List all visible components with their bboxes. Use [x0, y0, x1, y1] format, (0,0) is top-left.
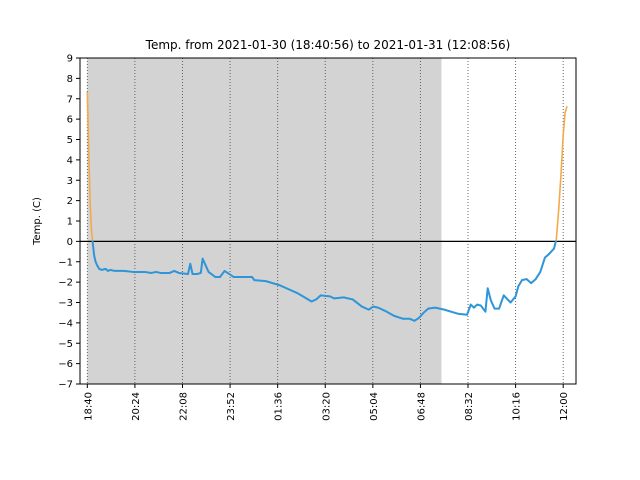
x-tick-label-1: 20:24: [131, 392, 142, 421]
series-line-below-zero: [91, 240, 557, 322]
y-tick-label-8: 1: [67, 217, 73, 228]
y-tick-label-12: 5: [67, 135, 73, 146]
x-tick-label-7: 06:48: [416, 392, 427, 421]
y-tick-label-2: −5: [58, 339, 73, 350]
x-tick-label-6: 05:04: [369, 392, 380, 421]
x-tick-label-2: 22:08: [178, 392, 189, 421]
y-tick-label-16: 9: [67, 54, 73, 65]
x-tick-label-9: 10:16: [512, 392, 523, 421]
x-tick-label-8: 08:32: [464, 392, 475, 421]
y-tick-label-4: −3: [58, 298, 73, 309]
y-tick-label-5: −2: [58, 278, 73, 289]
y-tick-label-7: 0: [67, 237, 73, 248]
y-tick-label-13: 6: [67, 115, 73, 126]
chart-title: Temp. from 2021-01-30 (18:40:56) to 2021…: [145, 38, 511, 52]
y-tick-label-10: 3: [67, 176, 73, 187]
y-tick-label-1: −6: [58, 359, 73, 370]
x-tick-label-3: 23:52: [226, 392, 237, 421]
y-tick-label-9: 2: [67, 196, 73, 207]
y-tick-label-6: −1: [58, 257, 73, 268]
y-tick-label-15: 8: [67, 74, 73, 85]
y-tick-label-3: −4: [58, 318, 73, 329]
y-tick-label-14: 7: [67, 94, 73, 105]
x-tick-label-0: 18:40: [83, 392, 94, 421]
x-tick-label-4: 01:36: [274, 392, 285, 421]
y-tick-label-11: 4: [67, 155, 73, 166]
y-axis-label: Temp. (C): [32, 197, 43, 246]
y-tick-label-0: −7: [58, 380, 73, 391]
shaded-interval: [87, 58, 442, 384]
x-tick-label-5: 03:20: [321, 392, 332, 421]
series-line-above-zero: [86, 91, 568, 243]
x-tick-label-10: 12:00: [559, 392, 570, 421]
